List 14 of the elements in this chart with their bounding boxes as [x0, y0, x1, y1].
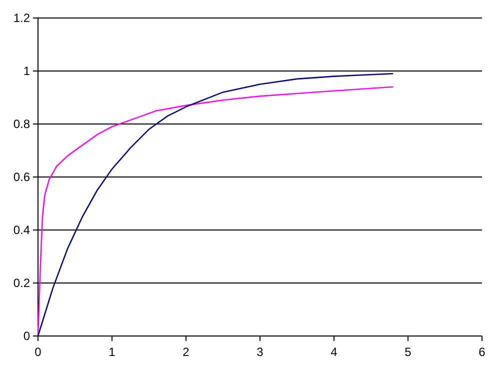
x-tick-label: 1 [108, 345, 116, 359]
x-tick-label: 5 [404, 345, 412, 359]
x-tick-label: 2 [182, 345, 190, 359]
y-tick-label: 1.2 [13, 11, 30, 26]
y-tick-label: 0.6 [13, 170, 30, 184]
x-tick-label: 6 [478, 345, 486, 359]
y-tick-label: 0.4 [13, 223, 30, 238]
x-tick-label: 0 [34, 345, 42, 359]
y-tick-label: 0.8 [13, 117, 30, 132]
y-tick-label: 0.2 [13, 276, 30, 290]
x-tick-label: 4 [330, 345, 338, 359]
y-tick-label: 1 [23, 64, 30, 78]
x-tick-label: 3 [256, 345, 264, 359]
y-tick-label: 0 [23, 329, 30, 344]
